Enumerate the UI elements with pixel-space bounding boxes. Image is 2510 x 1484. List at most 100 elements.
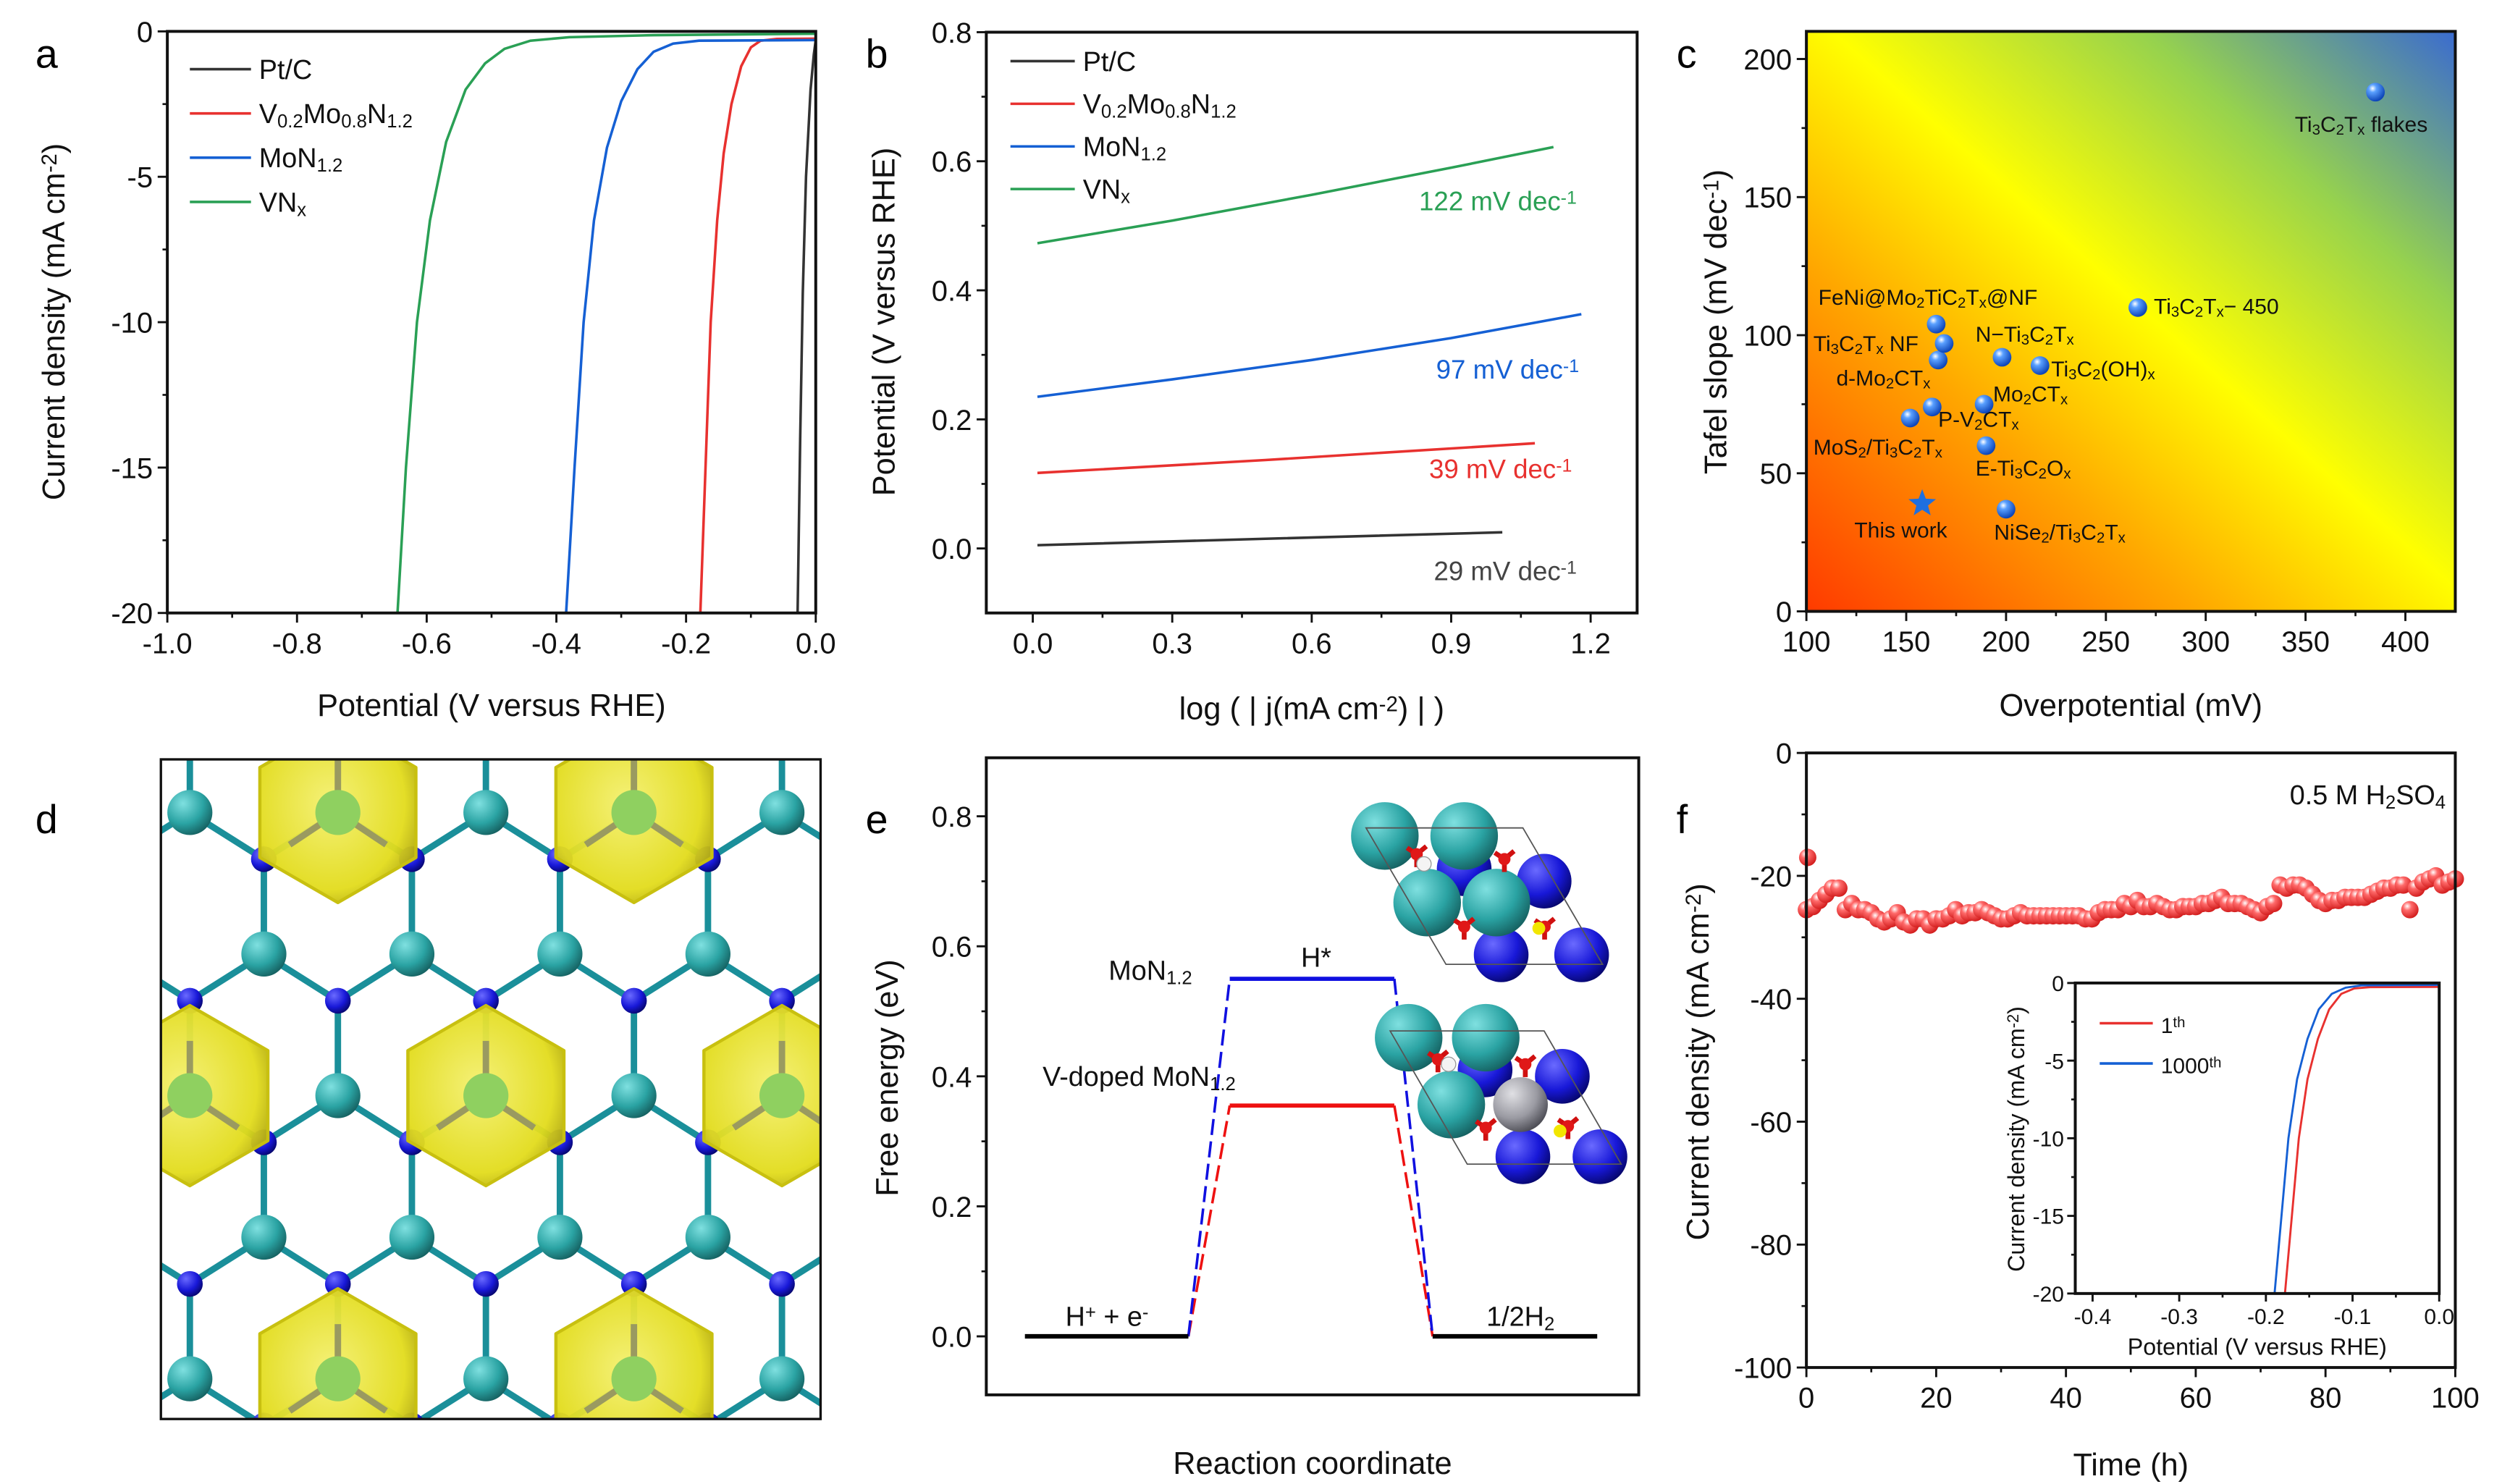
x-tick-label: 20 <box>1920 1383 1953 1415</box>
inset-x-axis-title: Potential (V versus RHE) <box>2128 1333 2387 1359</box>
y-tick-label: 0.0 <box>932 534 972 565</box>
transition-dash <box>1187 1105 1231 1337</box>
step-label: H* <box>1301 943 1331 974</box>
bond <box>930 1237 1004 1284</box>
sphere-marker <box>1929 350 1948 370</box>
red-atom <box>1431 1053 1444 1066</box>
sphere-marker <box>1976 436 1996 455</box>
panel-a-axes <box>157 30 817 623</box>
y-tick-label: 200 <box>1743 44 1792 76</box>
sphere-marker <box>1934 334 1954 353</box>
x-tick-label: 0.0 <box>2424 1305 2454 1329</box>
metal-atom <box>93 932 138 977</box>
nitrogen-atom <box>843 1412 869 1438</box>
y-tick-label: -5 <box>127 162 153 194</box>
unit-cell <box>1365 827 1604 966</box>
data-point <box>1829 879 1848 897</box>
nitrogen-atom <box>991 846 1017 872</box>
x-tick-label: -0.8 <box>272 628 322 659</box>
x-tick-label: 40 <box>2050 1383 2082 1415</box>
nitrogen-atom <box>177 705 203 731</box>
red-atom <box>1479 1121 1492 1134</box>
bond <box>856 1379 930 1426</box>
bond <box>1004 954 1078 1001</box>
yellow-atom <box>1553 1124 1567 1138</box>
y-tick-label: 0 <box>2052 972 2064 996</box>
panel-e-frame <box>985 756 1641 1396</box>
red-atom <box>1498 853 1511 866</box>
sphere-marker <box>1926 314 1946 334</box>
y-tick-label: 0.8 <box>932 17 972 49</box>
nitrogen-atom <box>1554 927 1609 982</box>
sphere-marker <box>2366 83 2385 102</box>
sphere-marker <box>2128 298 2147 317</box>
legend-label: Pt/C <box>259 55 312 85</box>
molybdenum-atom <box>1430 802 1499 870</box>
sphere-marker <box>1992 347 2012 367</box>
v-doped-mon-h-adsorption-model <box>1375 1003 1627 1184</box>
x-tick-label: -0.2 <box>2247 1305 2285 1329</box>
nitrogen-atom <box>991 1412 1017 1438</box>
x-tick-label: 0.9 <box>1431 628 1472 659</box>
nitrogen-atom <box>103 1412 129 1438</box>
metal-atom <box>537 1214 583 1260</box>
metal-atom <box>241 1214 287 1260</box>
y-tick-label: 0.8 <box>932 801 972 833</box>
point-label: NiSe2/Ti3C2Tx <box>1994 521 2125 547</box>
red-atom <box>1410 848 1423 861</box>
nitrogen-atom <box>620 1270 647 1297</box>
metal-atom <box>389 931 435 977</box>
bond <box>782 671 856 718</box>
y-tick-label: -20 <box>1750 861 1792 893</box>
sphere-marker <box>2030 356 2050 375</box>
series-line-2 <box>1037 313 1582 398</box>
nitrogen-atom <box>620 987 647 1014</box>
point-label: MoS2/Ti3C2Tx <box>1814 436 1942 461</box>
metal-atom <box>167 1356 213 1401</box>
x-tick-label: 100 <box>2431 1383 2480 1415</box>
bond <box>1078 1237 1152 1284</box>
bond <box>1004 1095 1078 1142</box>
metal-atom <box>833 649 878 693</box>
nitrogen-atom <box>177 987 203 1014</box>
x-tick-label: 0.6 <box>1292 628 1332 659</box>
inset-y-axis-title: Current density (mA cm-2) <box>2003 1006 2029 1272</box>
data-point <box>2401 901 2419 919</box>
bond <box>930 671 1004 718</box>
x-axis-title: Overpotential (mV) <box>1999 688 2262 723</box>
y-tick-label: -20 <box>111 598 153 630</box>
metal-atom <box>611 1356 657 1401</box>
series-label: MoN1.2 <box>1108 956 1192 988</box>
y-tick-label: -10 <box>2033 1127 2064 1151</box>
point-label: Mo2CTx <box>1993 383 2068 408</box>
y-axis-title: Current density (mA cm-2) <box>1681 883 1716 1240</box>
metal-atom <box>93 649 138 693</box>
point-label: This work <box>1854 519 1947 543</box>
step-label: H+ + e- <box>1066 1302 1149 1332</box>
slope-annotation: 39 mV dec-1 <box>1429 454 1572 484</box>
x-tick-label: -0.1 <box>2334 1305 2372 1329</box>
molybdenum-atom <box>1452 1003 1520 1072</box>
y-tick-label: -60 <box>1750 1107 1792 1139</box>
electrolyte-annotation: 0.5 M H2SO4 <box>2290 780 2446 813</box>
y-tick-label: -15 <box>111 452 153 484</box>
x-tick-label: 0 <box>1798 1383 1814 1415</box>
point-label: d-Mo2CTx <box>1836 366 1930 392</box>
inset-series-line-0 <box>2283 985 2440 1294</box>
sphere-marker <box>1997 499 2016 519</box>
panel-label-e: e <box>866 797 888 842</box>
x-axis-title: Reaction coordinate <box>1173 1446 1452 1481</box>
mon-h-adsorption-model <box>1351 802 1609 982</box>
bond <box>161 978 192 1004</box>
metal-atom <box>93 1215 138 1260</box>
x-tick-label: 0.0 <box>796 628 836 659</box>
bond <box>116 671 190 718</box>
x-axis-title: log ( | j(mA cm-2) | ) <box>1179 691 1444 726</box>
y-tick-label: 0.0 <box>932 1321 972 1353</box>
panel-b-axes <box>977 31 1592 623</box>
image-frame <box>159 758 822 1420</box>
metal-atom <box>241 931 287 977</box>
nitrogen-atom <box>1535 1049 1590 1104</box>
metal-atom <box>463 1356 509 1401</box>
x-tick-label: 300 <box>2181 626 2230 658</box>
